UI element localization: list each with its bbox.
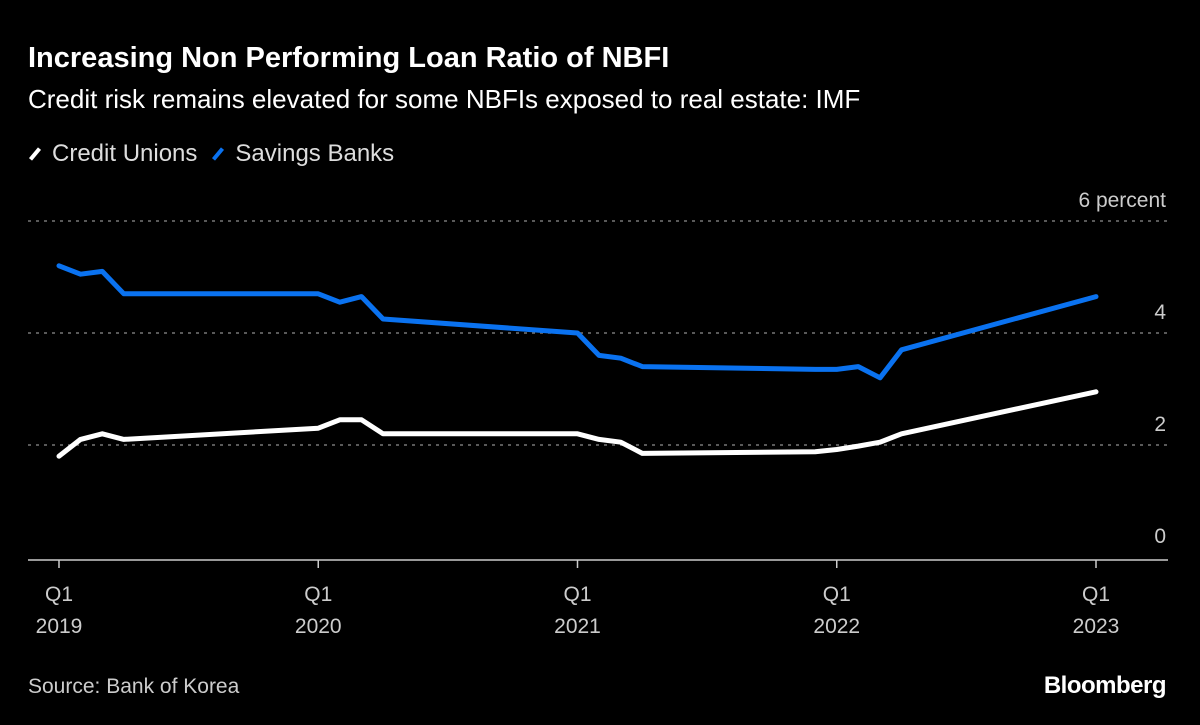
chart-title: Increasing Non Performing Loan Ratio of … <box>28 42 670 74</box>
x-tick-quarter: Q1 <box>1082 583 1110 606</box>
x-tick-year: 2020 <box>295 615 342 638</box>
legend-item-credit-unions: Credit Unions <box>28 140 197 168</box>
x-tick-quarter: Q1 <box>563 583 591 606</box>
x-tick-year: 2019 <box>36 615 83 638</box>
legend: Credit Unions Savings Banks <box>28 140 394 168</box>
x-tick-year: 2023 <box>1073 615 1120 638</box>
source-note: Source: Bank of Korea <box>28 675 240 698</box>
x-tick-year: 2021 <box>554 615 601 638</box>
x-tick-year: 2022 <box>813 615 860 638</box>
x-tick-quarter: Q1 <box>304 583 332 606</box>
y-tick-label: 0 <box>1154 525 1166 548</box>
chart-subtitle: Credit risk remains elevated for some NB… <box>28 84 861 114</box>
series-line-savings-banks <box>56 263 1099 381</box>
legend-item-savings-banks: Savings Banks <box>211 140 394 168</box>
legend-label: Credit Unions <box>52 140 198 167</box>
legend-label: Savings Banks <box>235 140 395 167</box>
x-tick-quarter: Q1 <box>45 583 73 606</box>
y-tick-label: 2 <box>1154 413 1166 436</box>
x-tick-quarter: Q1 <box>823 583 851 606</box>
y-tick-label: 6 percent <box>1078 189 1166 212</box>
series-line-credit-unions <box>56 389 1099 459</box>
y-tick-label: 4 <box>1154 301 1166 324</box>
bloomberg-logo: Bloomberg <box>1043 672 1167 699</box>
